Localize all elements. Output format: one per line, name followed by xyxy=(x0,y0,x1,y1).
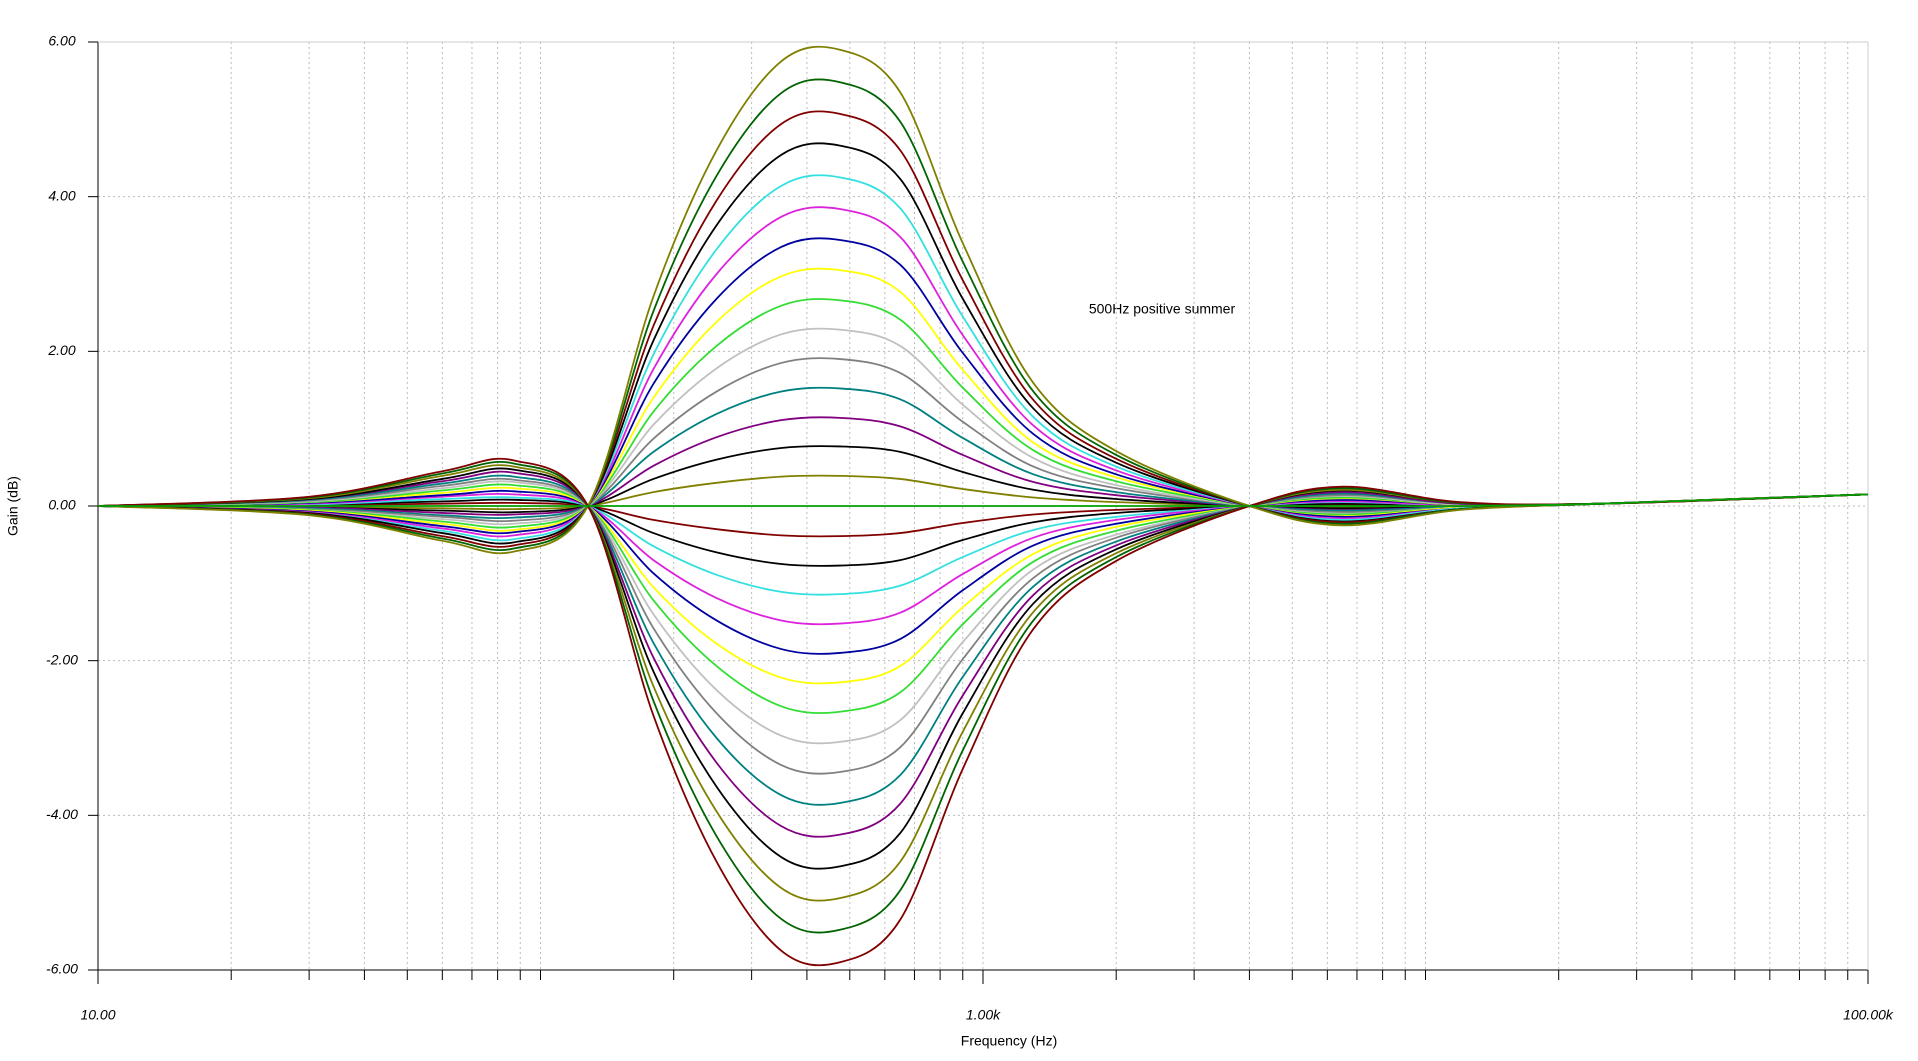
series-line xyxy=(97,474,1869,806)
series-line xyxy=(97,110,1869,548)
annotation: 500Hz positive summer xyxy=(1089,301,1236,317)
series-line xyxy=(97,45,1869,555)
y-tick-label: 6.00 xyxy=(48,33,75,49)
x-tick-label: 10.00 xyxy=(80,1007,115,1023)
y-tick-label: -4.00 xyxy=(46,806,78,822)
series-line xyxy=(97,457,1869,967)
y-tick-label: -2.00 xyxy=(46,651,78,667)
series-line xyxy=(97,386,1869,520)
series-line xyxy=(98,493,1869,508)
series-line xyxy=(97,460,1869,934)
x-axis-label: Frequency (Hz) xyxy=(961,1033,1057,1049)
y-tick-label: -6.00 xyxy=(46,961,78,977)
x-tick-label: 1.00k xyxy=(966,1007,1001,1023)
y-tick-label: 4.00 xyxy=(48,187,75,203)
series-line xyxy=(97,174,1869,542)
series-line xyxy=(97,480,1869,745)
series-line xyxy=(97,470,1869,838)
series-line xyxy=(97,78,1869,552)
y-tick-label: 2.00 xyxy=(47,342,75,358)
series-line xyxy=(97,492,1869,626)
y-tick-label: 0.00 xyxy=(48,497,75,513)
y-axis-label: Gain (dB) xyxy=(5,476,21,536)
x-tick-label: 100.00k xyxy=(1843,1007,1894,1023)
